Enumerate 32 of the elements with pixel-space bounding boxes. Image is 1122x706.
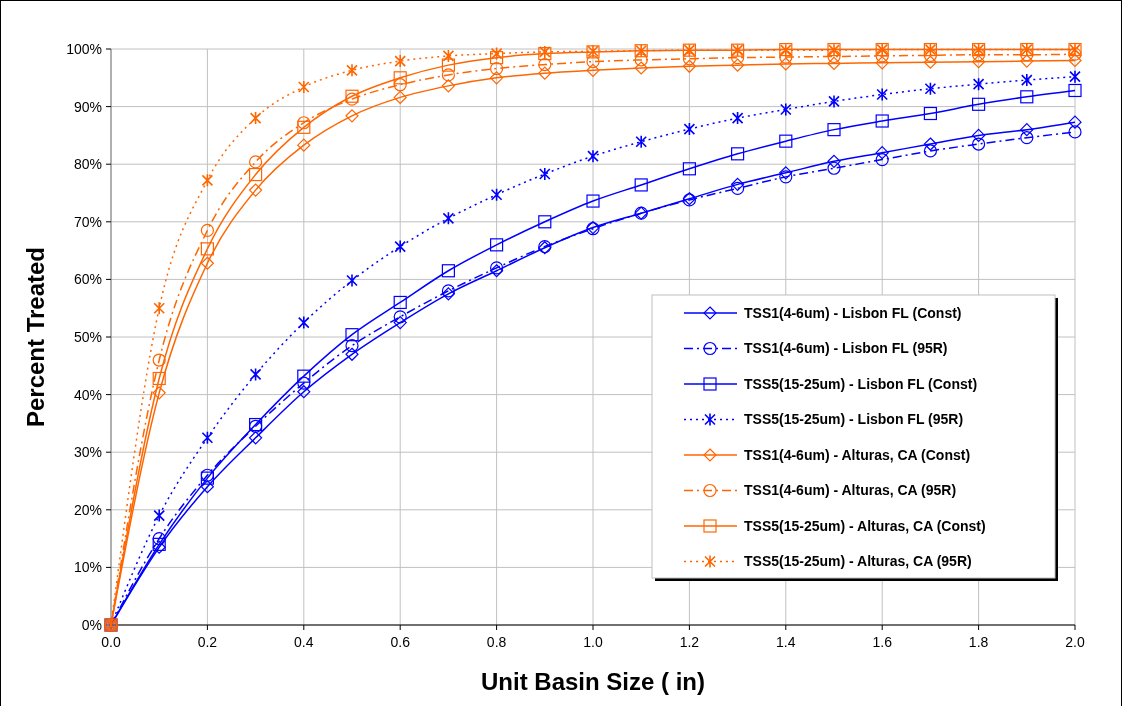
legend-label: TSS5(15-25um) - Alturas, CA (95R) [744, 553, 972, 570]
y-tick-label: 40% [73, 386, 102, 403]
x-tick-label: 0.4 [294, 634, 314, 650]
legend-label: TSS1(4-6um) - Lisbon FL (95R) [744, 340, 948, 357]
y-tick-label: 20% [73, 501, 102, 518]
x-tick-label: 1.2 [679, 634, 700, 650]
x-tick-label: 2.0 [1065, 634, 1085, 650]
y-axis-title: Percent Treated [22, 246, 49, 428]
x-tick-label: 0.0 [101, 634, 121, 650]
legend-label: TSS1(4-6um) - Alturas, CA (95R) [744, 482, 957, 499]
x-tick-label: 1.6 [872, 634, 893, 650]
y-tick-label: 30% [73, 444, 102, 461]
x-tick-label: 1.4 [776, 634, 796, 650]
x-tick-label: 1.0 [583, 634, 603, 650]
y-tick-label: 90% [73, 98, 102, 115]
y-tick-label: 0% [81, 616, 102, 633]
y-tick-label: 10% [73, 559, 102, 576]
legend-label: TSS1(4-6um) - Alturas, CA (Const) [744, 446, 971, 463]
y-tick-label: 50% [73, 328, 102, 345]
x-tick-label: 0.2 [197, 634, 218, 650]
legend-label: TSS5(15-25um) - Lisbon FL (95R) [744, 411, 964, 428]
legend-label: TSS5(15-25um) - Lisbon FL (Const) [744, 375, 978, 392]
y-tick-label: 60% [73, 271, 102, 288]
legend-label: TSS1(4-6um) - Lisbon FL (Const) [744, 304, 962, 321]
x-tick-label: 1.8 [968, 634, 989, 650]
x-axis-title: Unit Basin Size ( in) [480, 668, 706, 695]
y-tick-label: 80% [73, 156, 102, 173]
x-tick-label: 0.8 [486, 634, 507, 650]
legend-label: TSS5(15-25um) - Alturas, CA (Const) [744, 517, 986, 534]
x-tick-label: 0.6 [390, 634, 411, 650]
y-tick-label: 70% [73, 213, 102, 230]
y-tick-label: 100% [66, 40, 102, 57]
